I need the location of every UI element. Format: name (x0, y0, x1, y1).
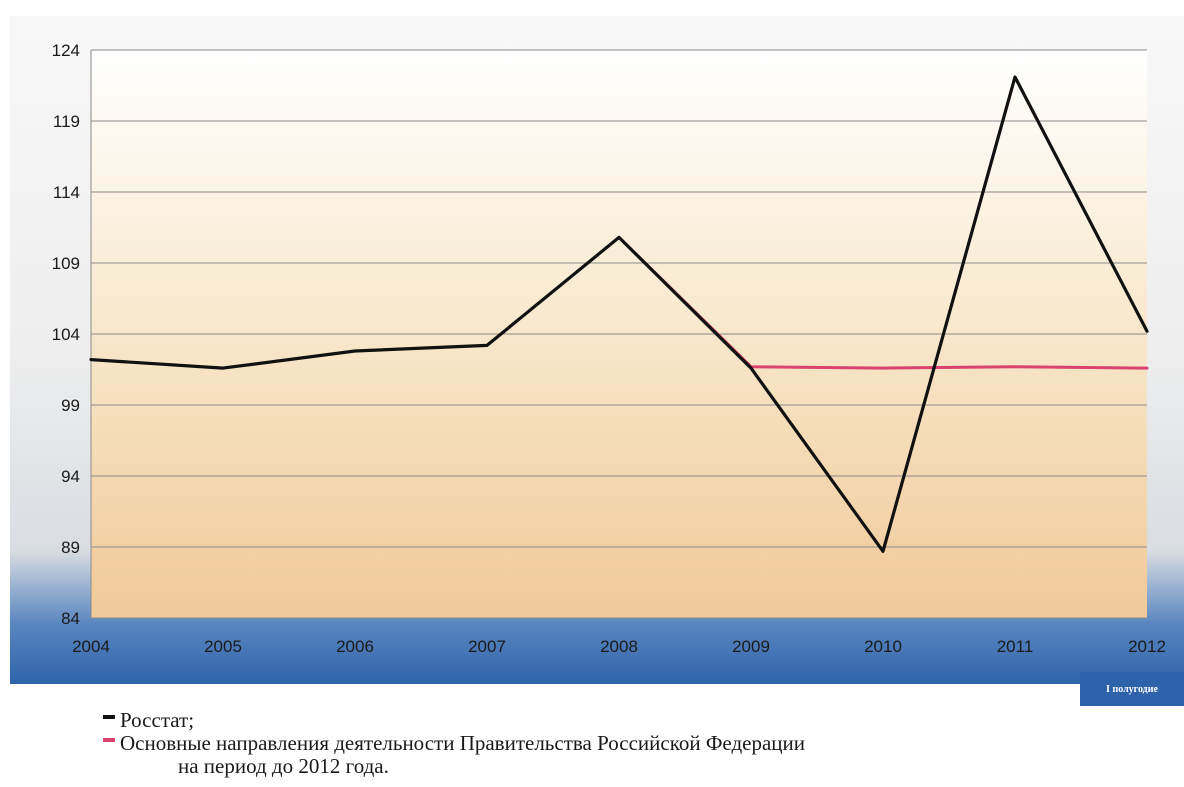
legend-label-rosstat: Росстат; (120, 708, 195, 732)
y-tick-label: 114 (53, 183, 80, 202)
series-lines (89, 75, 1149, 553)
x-tick-label: 2010 (864, 637, 902, 656)
legend-swatch-government (103, 737, 115, 742)
x-tick-label: 2008 (600, 637, 638, 656)
y-tick-label: 119 (53, 112, 80, 131)
grid-lines (90, 49, 1147, 619)
legend-item-government: Основные направления деятельности Правит… (103, 732, 805, 755)
y-tick-label: 109 (52, 254, 80, 273)
x-tick-label: 2004 (72, 637, 110, 656)
x-tick-label: 2011 (997, 637, 1034, 656)
legend-item-rosstat: Росстат; (103, 709, 805, 732)
y-tick-label: 124 (52, 41, 80, 60)
legend-label-government-cont: на период до 2012 года. (178, 754, 389, 778)
y-tick-label: 84 (61, 609, 80, 628)
x-tick-label: 2009 (732, 637, 770, 656)
x-tick-label: 2007 (468, 637, 506, 656)
x-axis-ticks: 2004 2005 2006 2007 2008 2009 2010 2011 2012 (72, 637, 1166, 656)
y-tick-label: 104 (52, 325, 80, 344)
y-tick-label: 89 (61, 538, 80, 557)
x-tick-label: 2012 (1128, 637, 1166, 656)
period-note: I полугодие (1080, 672, 1184, 706)
x-tick-label: 2005 (204, 637, 242, 656)
legend-swatch-rosstat (103, 714, 115, 719)
line-chart: 84 89 94 99 104 109 114 119 124 2004 2005 2006 2007… (52, 41, 1166, 656)
y-tick-label: 99 (61, 396, 80, 415)
x-tick-label: 2006 (336, 637, 374, 656)
legend: Росстат; Основные направления деятельнос… (103, 709, 805, 778)
legend-label-government: Основные направления деятельности Правит… (120, 731, 806, 755)
y-tick-label: 94 (61, 467, 80, 486)
series-line-rosstat (89, 75, 1149, 553)
y-axis-ticks: 84 89 94 99 104 109 114 119 124 (52, 41, 80, 628)
